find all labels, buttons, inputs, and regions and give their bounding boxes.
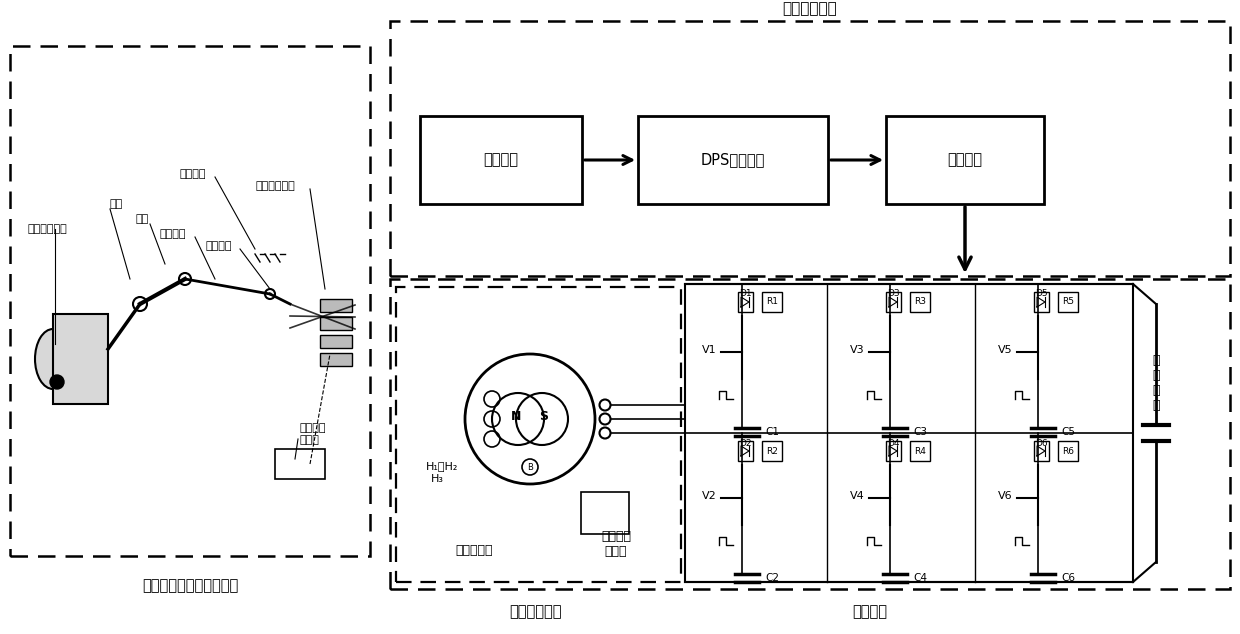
Text: 转轴: 转轴: [110, 199, 123, 209]
Bar: [1033, 292, 1049, 312]
Bar: [639, 116, 828, 204]
Text: 拐臂: 拐臂: [135, 214, 149, 224]
Bar: [320, 317, 352, 330]
Text: 驱动单元: 驱动单元: [947, 153, 982, 167]
Bar: [738, 292, 753, 312]
Text: C2: C2: [765, 573, 779, 583]
Text: 储
能
电
容: 储 能 电 容: [1152, 354, 1159, 412]
Text: R2: R2: [766, 446, 777, 455]
Text: D2: D2: [739, 439, 751, 448]
Text: 逆变单元: 逆变单元: [853, 604, 888, 619]
Text: C3: C3: [913, 427, 928, 437]
Text: D6: D6: [1034, 439, 1048, 448]
Text: 三角拐臂: 三角拐臂: [205, 241, 232, 251]
Text: D1: D1: [739, 290, 751, 299]
Text: R3: R3: [914, 297, 926, 306]
Text: V5: V5: [998, 345, 1013, 355]
Text: D5: D5: [1034, 290, 1048, 299]
Bar: [1058, 441, 1078, 461]
Text: D3: D3: [887, 290, 899, 299]
Bar: [910, 292, 930, 312]
Text: V1: V1: [702, 345, 717, 355]
Bar: [10, 46, 370, 556]
Text: C6: C6: [1061, 573, 1075, 583]
Bar: [684, 284, 1133, 582]
Bar: [738, 441, 753, 461]
Bar: [763, 292, 782, 312]
Text: 霍尔电流
传感器: 霍尔电流 传感器: [601, 530, 631, 558]
Text: 光电编码器: 光电编码器: [455, 543, 492, 557]
Bar: [320, 335, 352, 348]
Bar: [396, 287, 681, 582]
Ellipse shape: [35, 329, 71, 389]
Text: V2: V2: [702, 491, 717, 501]
Text: C4: C4: [913, 573, 928, 583]
Text: H₁人H₂: H₁人H₂: [427, 461, 459, 471]
Bar: [320, 299, 352, 312]
Bar: [885, 441, 900, 461]
Text: DPS控制单元: DPS控制单元: [701, 153, 765, 167]
Circle shape: [133, 297, 148, 311]
Text: S: S: [539, 410, 548, 424]
Circle shape: [50, 375, 64, 389]
Bar: [763, 441, 782, 461]
Text: R1: R1: [766, 297, 777, 306]
Bar: [910, 441, 930, 461]
Text: C1: C1: [765, 427, 779, 437]
Bar: [582, 492, 629, 534]
Text: 触头弹簧: 触头弹簧: [180, 169, 207, 179]
Text: 检测控制单元: 检测控制单元: [782, 1, 837, 16]
Bar: [885, 292, 900, 312]
Text: V4: V4: [851, 491, 866, 501]
FancyBboxPatch shape: [53, 314, 108, 404]
Text: R4: R4: [914, 446, 926, 455]
Text: 无刷直流电机: 无刷直流电机: [508, 604, 562, 619]
Text: 检测单元: 检测单元: [484, 153, 518, 167]
Bar: [320, 353, 352, 366]
Bar: [420, 116, 582, 204]
Text: 高压断路器操动机构单元: 高压断路器操动机构单元: [141, 578, 238, 593]
Text: H₃: H₃: [432, 474, 444, 484]
Circle shape: [179, 273, 191, 285]
Text: D4: D4: [887, 439, 899, 448]
Bar: [391, 21, 1230, 276]
Text: R5: R5: [1061, 297, 1074, 306]
Bar: [275, 449, 325, 479]
Bar: [391, 279, 1230, 589]
Text: 无刷直流电机: 无刷直流电机: [29, 224, 68, 234]
Bar: [887, 116, 1044, 204]
Bar: [1033, 441, 1049, 461]
Text: 直线位移
传感器: 直线位移 传感器: [300, 424, 326, 445]
Text: C5: C5: [1061, 427, 1075, 437]
Text: N: N: [511, 410, 521, 424]
Text: V6: V6: [998, 491, 1013, 501]
Text: R6: R6: [1061, 446, 1074, 455]
Circle shape: [265, 289, 275, 299]
Text: 绝缘拉杆: 绝缘拉杆: [160, 229, 186, 239]
Text: V3: V3: [851, 345, 866, 355]
Bar: [1058, 292, 1078, 312]
Text: 静触头动触头: 静触头动触头: [255, 181, 295, 191]
Text: B: B: [527, 462, 533, 472]
